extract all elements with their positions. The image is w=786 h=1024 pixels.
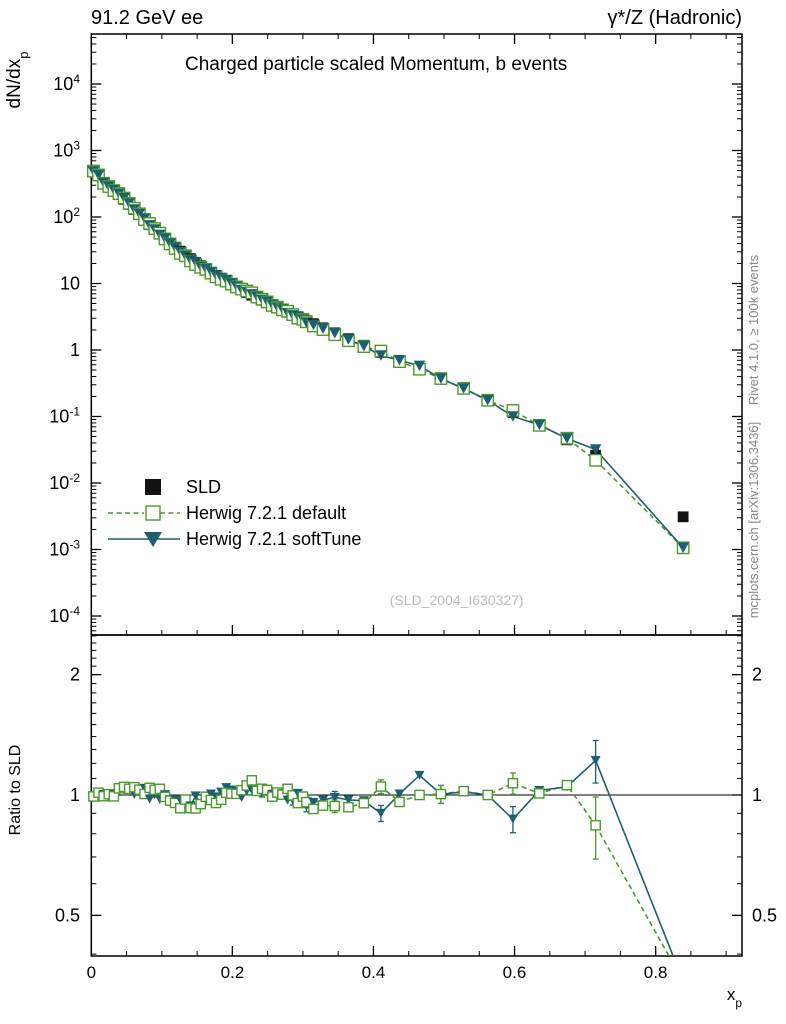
svg-text:(SLD_2004_I630327): (SLD_2004_I630327) [390, 592, 524, 608]
svg-text:mcplots.cern.ch [arXiv:1306.34: mcplots.cern.ch [arXiv:1306.3436] [746, 422, 761, 619]
svg-text:91.2 GeV ee: 91.2 GeV ee [91, 7, 203, 29]
svg-text:Herwig 7.2.1 softTune: Herwig 7.2.1 softTune [186, 529, 361, 549]
svg-text:103: 103 [53, 139, 80, 161]
svg-text:2: 2 [752, 665, 762, 685]
svg-text:0.2: 0.2 [221, 963, 245, 982]
svg-text:0.5: 0.5 [752, 905, 777, 925]
svg-text:0.4: 0.4 [362, 963, 386, 982]
svg-text:102: 102 [53, 205, 80, 227]
svg-text:γ*/Z (Hadronic): γ*/Z (Hadronic) [608, 7, 742, 29]
svg-text:Rivet 4.1.0, ≥ 100k events: Rivet 4.1.0, ≥ 100k events [746, 254, 761, 405]
svg-text:0: 0 [87, 963, 96, 982]
svg-text:10: 10 [60, 274, 80, 294]
svg-text:2: 2 [70, 665, 80, 685]
svg-text:1: 1 [752, 785, 762, 805]
svg-text:0.5: 0.5 [55, 905, 80, 925]
svg-text:104: 104 [53, 72, 80, 94]
svg-text:0.6: 0.6 [503, 963, 527, 982]
svg-text:10-4: 10-4 [49, 604, 80, 626]
svg-text:10-3: 10-3 [49, 538, 80, 560]
svg-text:dN/dxp: dN/dxp [4, 52, 31, 109]
svg-text:SLD: SLD [186, 477, 221, 497]
svg-text:Herwig 7.2.1 default: Herwig 7.2.1 default [186, 503, 346, 523]
svg-text:10-2: 10-2 [49, 471, 80, 493]
svg-text:Charged particle scaled Moment: Charged particle scaled Momentum, b even… [185, 54, 567, 75]
svg-text:1: 1 [70, 340, 80, 360]
svg-text:1: 1 [70, 785, 80, 805]
svg-text:0.8: 0.8 [644, 963, 668, 982]
svg-text:10-1: 10-1 [49, 405, 80, 427]
svg-text:Ratio to SLD: Ratio to SLD [7, 745, 24, 836]
svg-text:xp: xp [727, 985, 743, 1010]
